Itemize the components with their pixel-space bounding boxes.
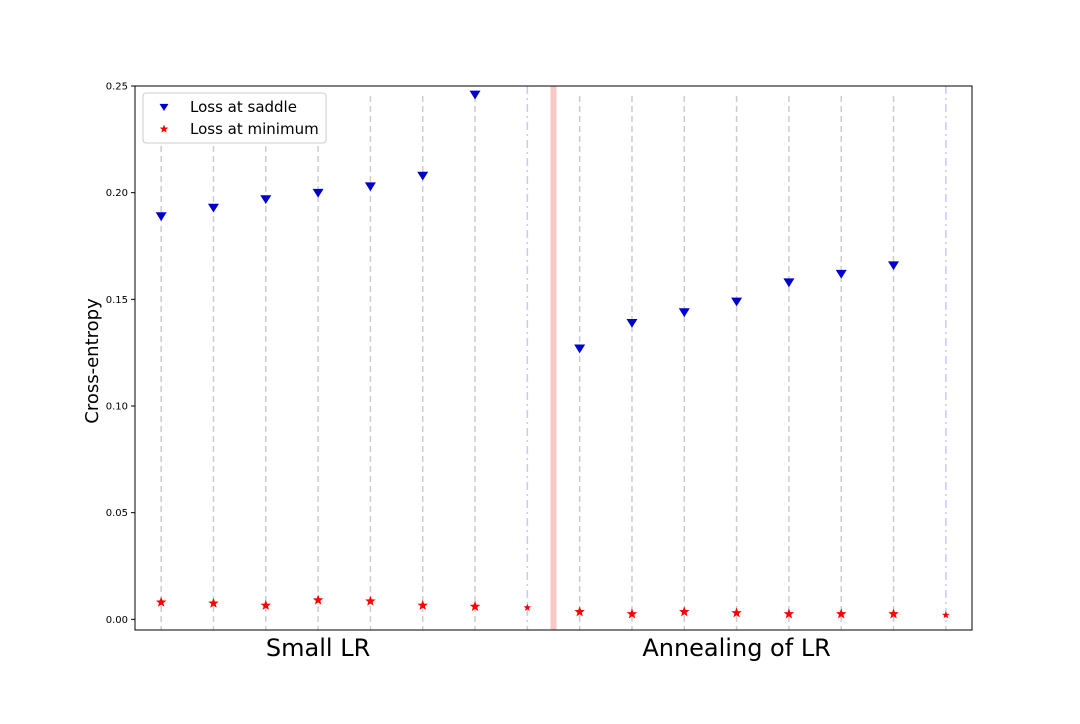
minimum-point (208, 597, 219, 608)
minimum-point (312, 594, 324, 605)
y-tick-label: 0.20 (106, 188, 128, 199)
minimum-point (626, 608, 638, 619)
data-points (155, 90, 950, 619)
minimum-point (574, 606, 585, 617)
minimum-point (523, 603, 532, 611)
saddle-point (783, 278, 795, 288)
y-tick-label: 0.15 (106, 295, 128, 306)
saddle-point (260, 195, 272, 205)
plot-frame (134, 85, 973, 631)
y-tick-label: 0.10 (106, 402, 128, 413)
y-tick-label: 0.05 (106, 508, 128, 519)
minimum-point (835, 608, 847, 619)
y-tick-label: 0.25 (106, 82, 128, 93)
legend-marker-minimum (159, 124, 169, 133)
saddle-point (312, 188, 324, 198)
separator-band-rect (550, 86, 557, 630)
minimum-point (365, 595, 376, 606)
axes: 0.00 0.05 0.10 0.15 0.20 0.25 (106, 82, 973, 631)
minimum-point (731, 607, 742, 618)
legend-box (142, 92, 327, 144)
saddle-point (574, 344, 586, 354)
saddle-point (469, 90, 481, 100)
separator-band (550, 86, 557, 630)
saddle-point (888, 261, 900, 271)
saddle-point (731, 297, 743, 307)
y-tick-label: 0.00 (106, 615, 128, 626)
group-label: Small LR (266, 634, 370, 662)
minimum-point (888, 608, 899, 619)
saddle-point (417, 171, 429, 181)
legend-marker-saddle (159, 103, 169, 112)
minimum-point (469, 601, 481, 611)
legend: Loss at saddle Loss at minimum (142, 92, 327, 144)
axis-labels: Cross-entropy Small LR Annealing of LR (82, 298, 831, 662)
minimum-point (417, 599, 428, 610)
minimum-point (783, 608, 795, 619)
legend-label-saddle: Loss at saddle (190, 98, 297, 116)
saddle-point (835, 269, 847, 279)
y-axis-title: Cross-entropy (82, 298, 103, 424)
saddle-point (678, 308, 690, 318)
saddle-point (207, 203, 219, 213)
minimum-point (155, 596, 167, 607)
saddle-point (155, 212, 167, 222)
saddle-point (364, 182, 376, 192)
connector-lines (160, 86, 947, 630)
legend-label-minimum: Loss at minimum (190, 120, 319, 138)
minimum-point (679, 606, 690, 617)
minimum-point (942, 611, 950, 619)
minimum-point (260, 599, 272, 610)
saddle-point (626, 318, 638, 328)
group-label: Annealing of LR (642, 634, 831, 662)
